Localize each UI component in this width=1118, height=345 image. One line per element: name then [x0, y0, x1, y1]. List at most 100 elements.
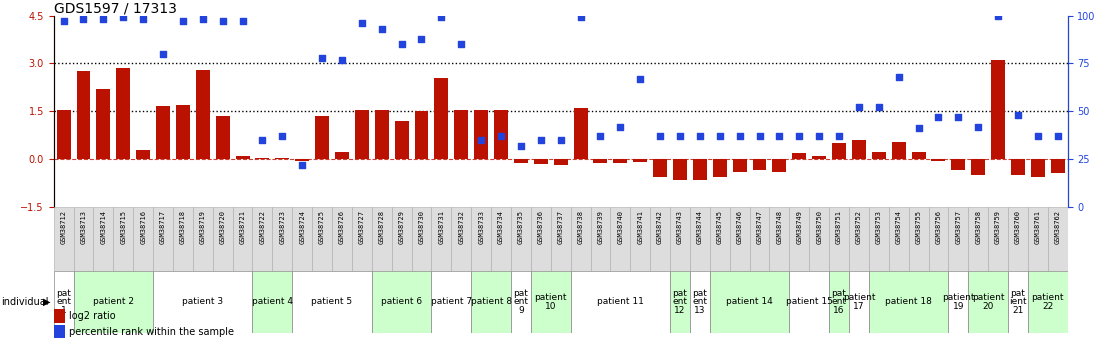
Bar [832, 142, 846, 159]
Text: GSM38735: GSM38735 [518, 210, 524, 244]
FancyBboxPatch shape [432, 271, 471, 333]
Text: GSM38743: GSM38743 [678, 210, 683, 244]
Text: patient
17: patient 17 [843, 293, 875, 310]
Text: GSM38734: GSM38734 [498, 210, 504, 244]
FancyBboxPatch shape [849, 271, 869, 333]
Point [850, 105, 868, 110]
Bar [275, 158, 290, 159]
Bar [375, 110, 389, 159]
Text: patient 18: patient 18 [885, 297, 932, 306]
Bar [157, 107, 170, 159]
Bar [931, 159, 946, 161]
Text: GSM38717: GSM38717 [160, 210, 165, 244]
Bar [354, 110, 369, 159]
Text: GSM38748: GSM38748 [776, 210, 783, 244]
FancyBboxPatch shape [710, 271, 789, 333]
FancyBboxPatch shape [789, 207, 809, 271]
Bar [872, 152, 885, 159]
FancyBboxPatch shape [809, 207, 830, 271]
Bar [812, 156, 826, 159]
Point [413, 36, 430, 41]
Bar [514, 159, 528, 163]
Text: GSM38733: GSM38733 [479, 210, 484, 244]
FancyBboxPatch shape [690, 271, 710, 333]
Bar [315, 116, 329, 159]
Bar [176, 105, 190, 159]
Bar [96, 89, 111, 159]
Point [830, 134, 847, 139]
Bar [693, 159, 707, 180]
Text: patient 5: patient 5 [312, 297, 352, 306]
FancyBboxPatch shape [1027, 207, 1048, 271]
FancyBboxPatch shape [531, 207, 551, 271]
FancyBboxPatch shape [511, 271, 531, 333]
FancyBboxPatch shape [273, 207, 292, 271]
Point [532, 137, 550, 143]
FancyBboxPatch shape [651, 207, 670, 271]
FancyBboxPatch shape [988, 207, 1008, 271]
Point [55, 19, 73, 24]
Text: GSM38725: GSM38725 [319, 210, 325, 244]
FancyBboxPatch shape [74, 271, 153, 333]
FancyBboxPatch shape [471, 271, 511, 333]
Point [214, 19, 231, 24]
FancyBboxPatch shape [1008, 271, 1027, 333]
Text: GSM38756: GSM38756 [936, 210, 941, 244]
Bar [533, 159, 548, 164]
Bar [594, 159, 607, 163]
Text: GSM38755: GSM38755 [916, 210, 921, 244]
Text: GSM38730: GSM38730 [418, 210, 425, 244]
FancyBboxPatch shape [948, 207, 968, 271]
Point [750, 134, 768, 139]
Bar [773, 159, 786, 172]
Point [313, 55, 331, 60]
FancyBboxPatch shape [590, 207, 610, 271]
Point [472, 137, 490, 143]
Text: individual: individual [1, 297, 48, 307]
Text: GSM38746: GSM38746 [737, 210, 742, 244]
Bar [673, 159, 686, 180]
Bar [553, 159, 568, 165]
FancyBboxPatch shape [233, 207, 253, 271]
Point [770, 134, 788, 139]
FancyBboxPatch shape [968, 207, 988, 271]
Bar [454, 110, 468, 159]
Text: GSM38714: GSM38714 [101, 210, 106, 244]
Text: GSM38757: GSM38757 [956, 210, 961, 244]
Text: patient 7: patient 7 [430, 297, 472, 306]
FancyBboxPatch shape [789, 271, 830, 333]
Bar [415, 111, 428, 159]
Text: GSM38737: GSM38737 [558, 210, 563, 244]
Point [234, 19, 252, 24]
Text: ▶: ▶ [42, 297, 50, 307]
Point [890, 74, 908, 80]
FancyBboxPatch shape [292, 271, 372, 333]
Bar [852, 140, 865, 159]
Point [392, 41, 410, 47]
Point [353, 20, 371, 26]
Text: GSM38751: GSM38751 [836, 210, 842, 244]
Point [1049, 134, 1067, 139]
FancyBboxPatch shape [869, 207, 889, 271]
FancyBboxPatch shape [570, 207, 590, 271]
Bar [1011, 159, 1025, 175]
Point [1029, 134, 1046, 139]
Point [134, 17, 152, 22]
Point [1010, 112, 1027, 118]
Text: GSM38761: GSM38761 [1035, 210, 1041, 244]
FancyBboxPatch shape [531, 271, 570, 333]
FancyBboxPatch shape [471, 207, 491, 271]
Text: GSM38747: GSM38747 [757, 210, 762, 244]
Bar [474, 110, 489, 159]
Text: GSM38753: GSM38753 [875, 210, 882, 244]
Text: GSM38754: GSM38754 [896, 210, 902, 244]
Text: GSM38740: GSM38740 [617, 210, 624, 244]
Bar [435, 78, 448, 159]
FancyBboxPatch shape [631, 207, 651, 271]
FancyBboxPatch shape [929, 207, 948, 271]
Text: patient
22: patient 22 [1032, 293, 1064, 310]
Text: GSM38721: GSM38721 [239, 210, 246, 244]
Point [651, 134, 669, 139]
Bar [196, 70, 210, 159]
Bar [295, 159, 310, 161]
